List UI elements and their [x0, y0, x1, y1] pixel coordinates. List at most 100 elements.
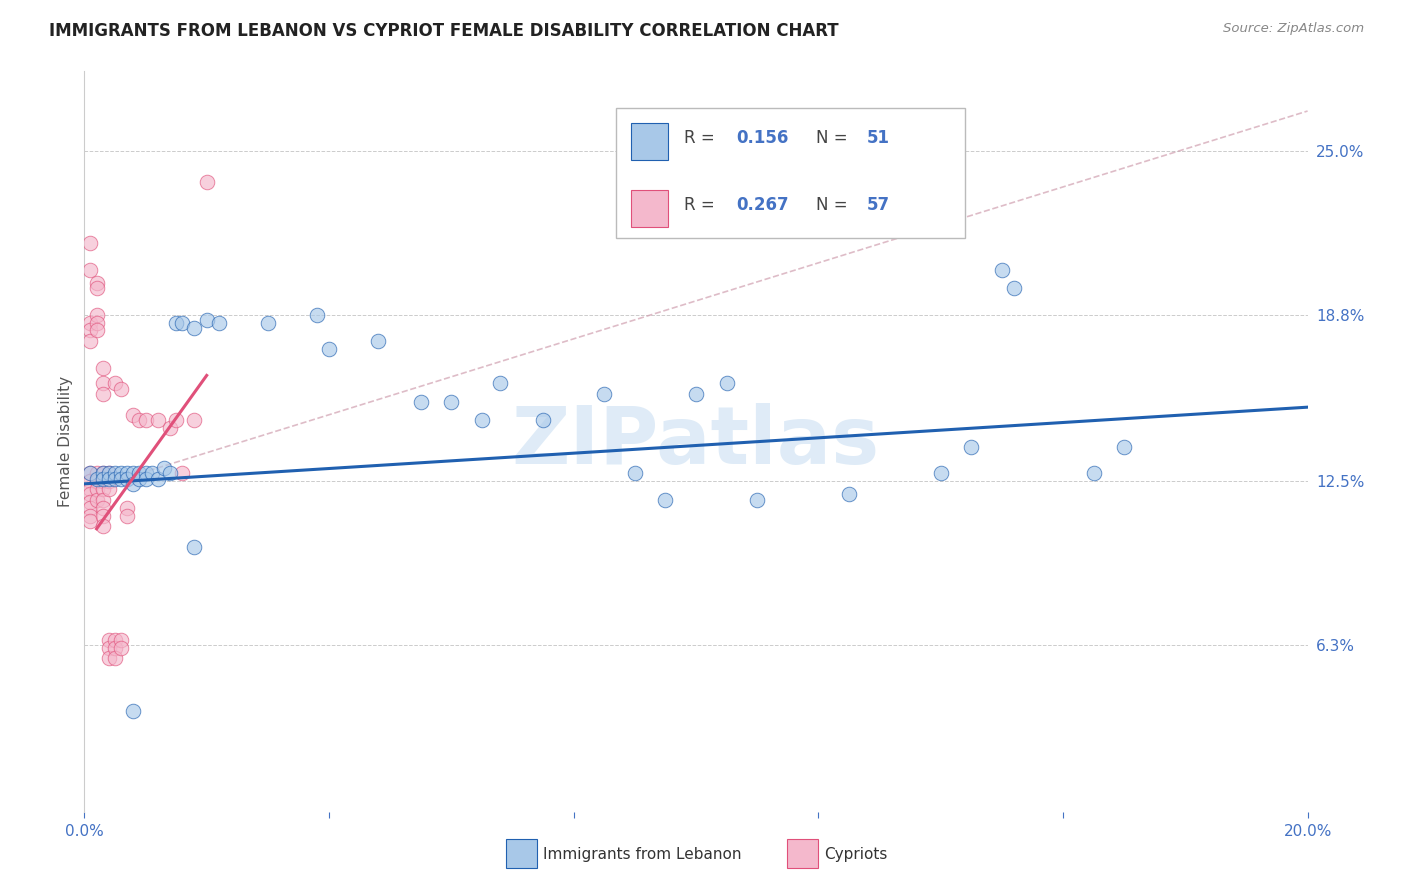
Point [86, 467, 108, 481]
Point [135, 467, 157, 481]
Point [79, 482, 101, 496]
Point [91, 360, 114, 375]
Text: N =: N = [815, 195, 852, 213]
Point [367, 334, 389, 348]
FancyBboxPatch shape [631, 190, 668, 227]
Point [79, 508, 101, 523]
Point [79, 334, 101, 348]
Point [531, 413, 554, 427]
Point [79, 467, 101, 481]
Text: N =: N = [815, 129, 852, 147]
Point [91, 467, 114, 481]
Point [97, 474, 120, 488]
Point [128, 472, 150, 486]
Point [79, 514, 101, 528]
Point [97, 467, 120, 481]
Point [79, 262, 101, 277]
Point [91, 472, 114, 486]
Point [165, 413, 187, 427]
Point [97, 640, 120, 655]
Point [110, 382, 132, 396]
Point [183, 541, 205, 555]
Point [79, 236, 101, 251]
Point [79, 316, 101, 330]
Point [79, 500, 101, 515]
Point [593, 387, 616, 401]
Point [624, 467, 647, 481]
Point [104, 651, 127, 665]
Point [115, 500, 138, 515]
Point [440, 395, 463, 409]
Point [91, 467, 114, 481]
FancyBboxPatch shape [631, 123, 668, 161]
Point [122, 467, 145, 481]
Text: IMMIGRANTS FROM LEBANON VS CYPRIOT FEMALE DISABILITY CORRELATION CHART: IMMIGRANTS FROM LEBANON VS CYPRIOT FEMAL… [49, 22, 839, 40]
Point [305, 308, 328, 322]
Point [110, 640, 132, 655]
Text: ZIPatlas: ZIPatlas [512, 402, 880, 481]
Point [122, 704, 145, 718]
Point [86, 281, 108, 295]
Point [91, 376, 114, 391]
Point [929, 467, 952, 481]
Point [115, 508, 138, 523]
Point [146, 413, 169, 427]
Point [471, 413, 494, 427]
Point [489, 376, 512, 391]
Point [86, 472, 108, 486]
Point [91, 482, 114, 496]
Text: 51: 51 [868, 129, 890, 147]
Point [86, 482, 108, 496]
Point [159, 421, 181, 435]
Point [97, 482, 120, 496]
Point [86, 276, 108, 290]
Text: R =: R = [683, 129, 720, 147]
Point [86, 474, 108, 488]
Point [97, 472, 120, 486]
Point [159, 467, 181, 481]
Point [183, 321, 205, 335]
Point [97, 467, 120, 481]
Point [79, 324, 101, 338]
Point [115, 472, 138, 486]
Text: 57: 57 [868, 195, 890, 213]
Point [1083, 467, 1105, 481]
Point [135, 472, 157, 486]
Point [991, 262, 1014, 277]
Point [195, 176, 218, 190]
Point [153, 461, 176, 475]
Point [91, 492, 114, 507]
Point [110, 467, 132, 481]
Point [1002, 281, 1025, 295]
Text: R =: R = [683, 195, 720, 213]
Point [141, 467, 163, 481]
Point [115, 467, 138, 481]
Point [195, 313, 218, 327]
Point [91, 387, 114, 401]
Point [172, 467, 194, 481]
Text: 0.267: 0.267 [737, 195, 789, 213]
Point [318, 342, 340, 356]
Point [86, 316, 108, 330]
Point [104, 640, 127, 655]
Point [79, 487, 101, 501]
Point [654, 492, 676, 507]
Point [91, 519, 114, 533]
Point [128, 413, 150, 427]
Point [91, 508, 114, 523]
Point [685, 387, 707, 401]
Text: Source: ZipAtlas.com: Source: ZipAtlas.com [1223, 22, 1364, 36]
Point [104, 467, 127, 481]
Point [104, 632, 127, 647]
Point [1114, 440, 1136, 454]
Point [146, 472, 169, 486]
Point [79, 474, 101, 488]
Point [86, 324, 108, 338]
Point [110, 632, 132, 647]
Point [960, 440, 983, 454]
Point [838, 487, 860, 501]
Text: 0.156: 0.156 [737, 129, 789, 147]
Point [104, 472, 127, 486]
Point [86, 492, 108, 507]
Text: Immigrants from Lebanon: Immigrants from Lebanon [543, 847, 741, 862]
